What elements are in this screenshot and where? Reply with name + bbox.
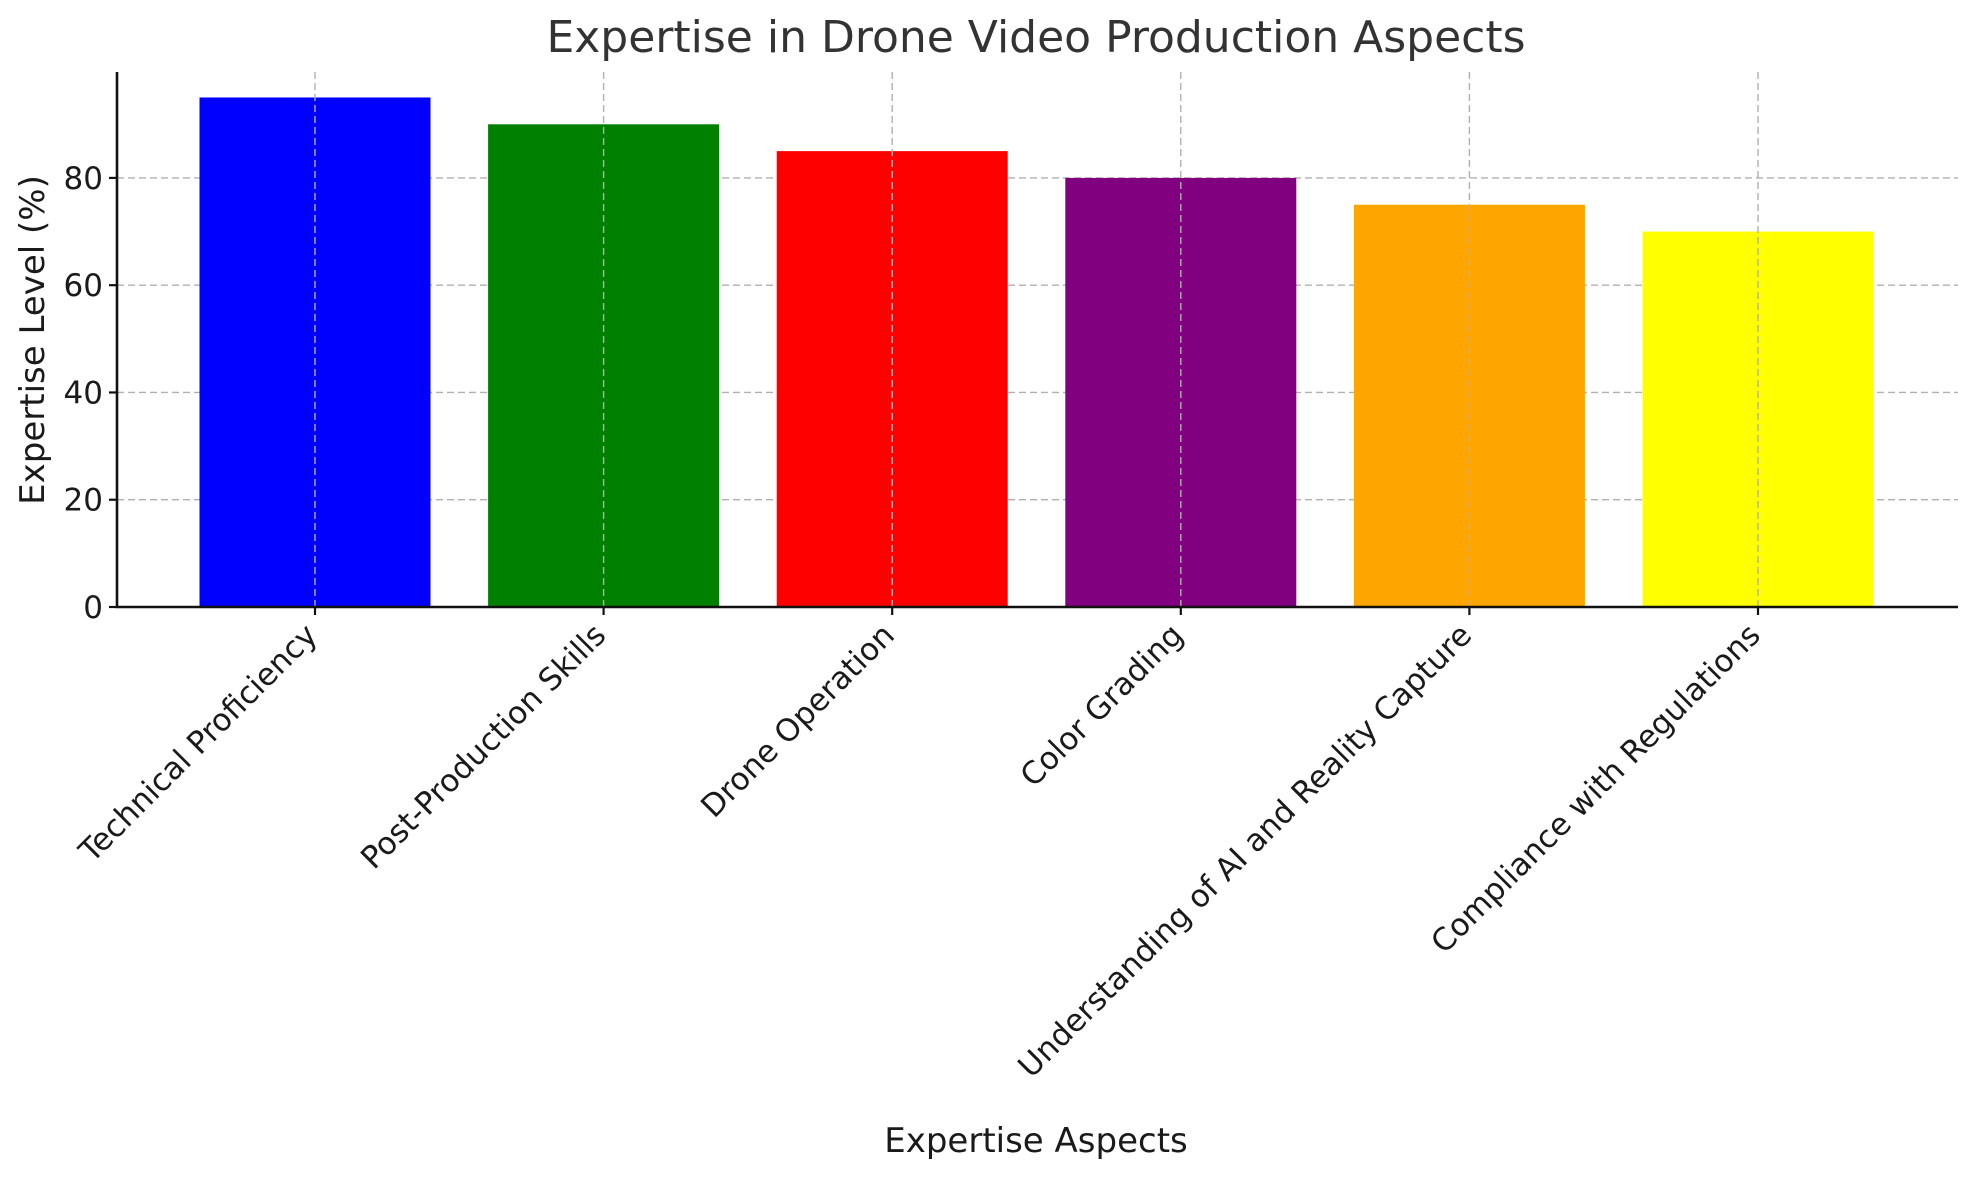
y-tick-label: 0 bbox=[83, 590, 103, 626]
y-tick-label: 60 bbox=[64, 268, 103, 304]
vertical-grid bbox=[314, 72, 1759, 607]
y-tick-label: 20 bbox=[64, 483, 103, 519]
x-axis-label: Expertise Aspects bbox=[884, 1121, 1188, 1161]
y-axis-ticks: 0 20 40 60 80 bbox=[64, 161, 117, 626]
bars bbox=[199, 97, 1874, 608]
y-axis-label: Expertise Level (%) bbox=[13, 175, 53, 505]
chart-title: Expertise in Drone Video Production Aspe… bbox=[546, 12, 1525, 63]
y-tick-label: 80 bbox=[64, 161, 103, 197]
y-tick-label: 40 bbox=[64, 375, 103, 411]
